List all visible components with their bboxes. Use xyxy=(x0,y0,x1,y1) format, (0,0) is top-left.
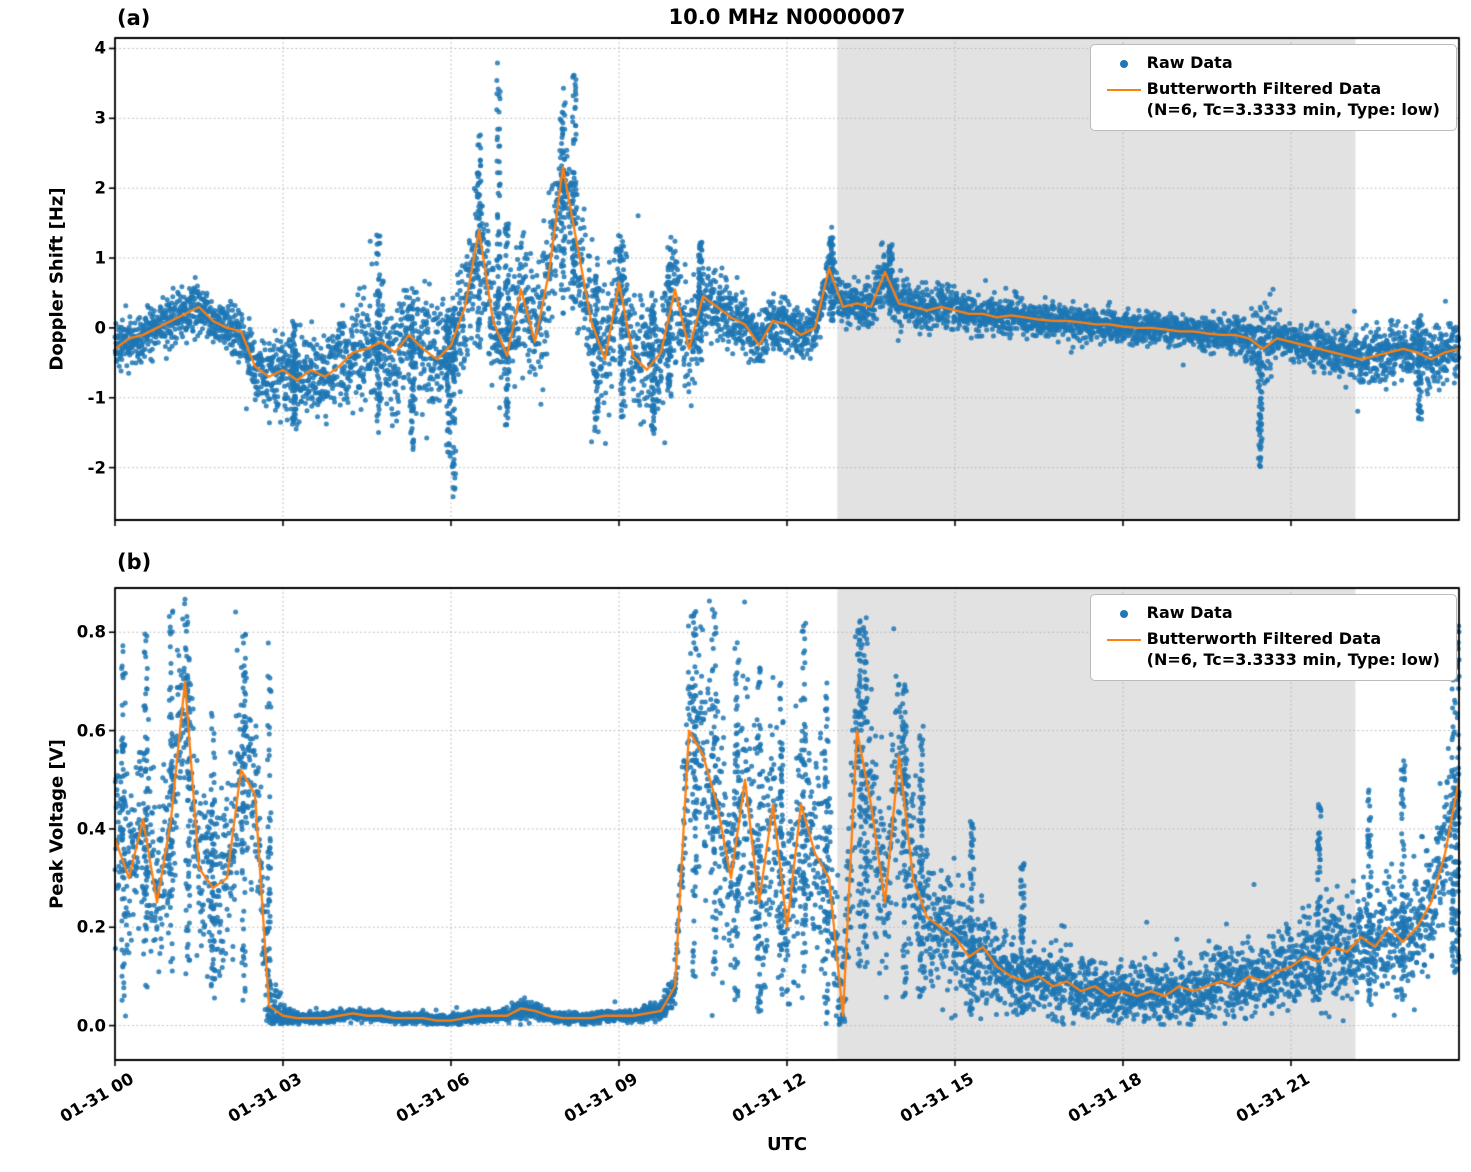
legend-panel-b: Raw Data Butterworth Filtered Data (N=6,… xyxy=(1089,594,1457,681)
y-axis-label-doppler-shift: Doppler Shift [Hz] xyxy=(46,187,68,371)
panel-b-label: (b) xyxy=(117,550,152,574)
legend-row-raw-data: Raw Data xyxy=(1101,53,1440,74)
legend-raw-data-label: Raw Data xyxy=(1146,53,1233,72)
legend-panel-a: Raw Data Butterworth Filtered Data (N=6,… xyxy=(1089,44,1457,131)
legend-filtered-data-label: Butterworth Filtered Data xyxy=(1146,79,1382,98)
legend-filtered-data-sublabel: (N=6, Tc=3.3333 min, Type: low) xyxy=(1146,99,1440,119)
filtered-data-line-icon xyxy=(1106,88,1141,91)
legend-filtered-data-sublabel: (N=6, Tc=3.3333 min, Type: low) xyxy=(1146,649,1440,669)
panel-a-label: (a) xyxy=(117,6,151,30)
y-axis-label-peak-voltage: Peak Voltage [V] xyxy=(46,739,68,909)
x-axis-label: UTC xyxy=(766,1134,808,1155)
legend-row-raw-data: Raw Data xyxy=(1101,603,1440,624)
legend-row-filtered-data: Butterworth Filtered Data (N=6, Tc=3.333… xyxy=(1101,79,1440,121)
raw-data-marker-icon xyxy=(1119,609,1128,618)
legend-raw-data-label: Raw Data xyxy=(1146,603,1233,622)
legend-row-filtered-data: Butterworth Filtered Data (N=6, Tc=3.333… xyxy=(1101,629,1440,671)
legend-filtered-data-label: Butterworth Filtered Data xyxy=(1146,629,1382,648)
raw-data-marker-icon xyxy=(1119,59,1128,68)
filtered-data-line-icon xyxy=(1106,638,1141,641)
figure-title: 10.0 MHz N0000007 xyxy=(668,5,906,29)
